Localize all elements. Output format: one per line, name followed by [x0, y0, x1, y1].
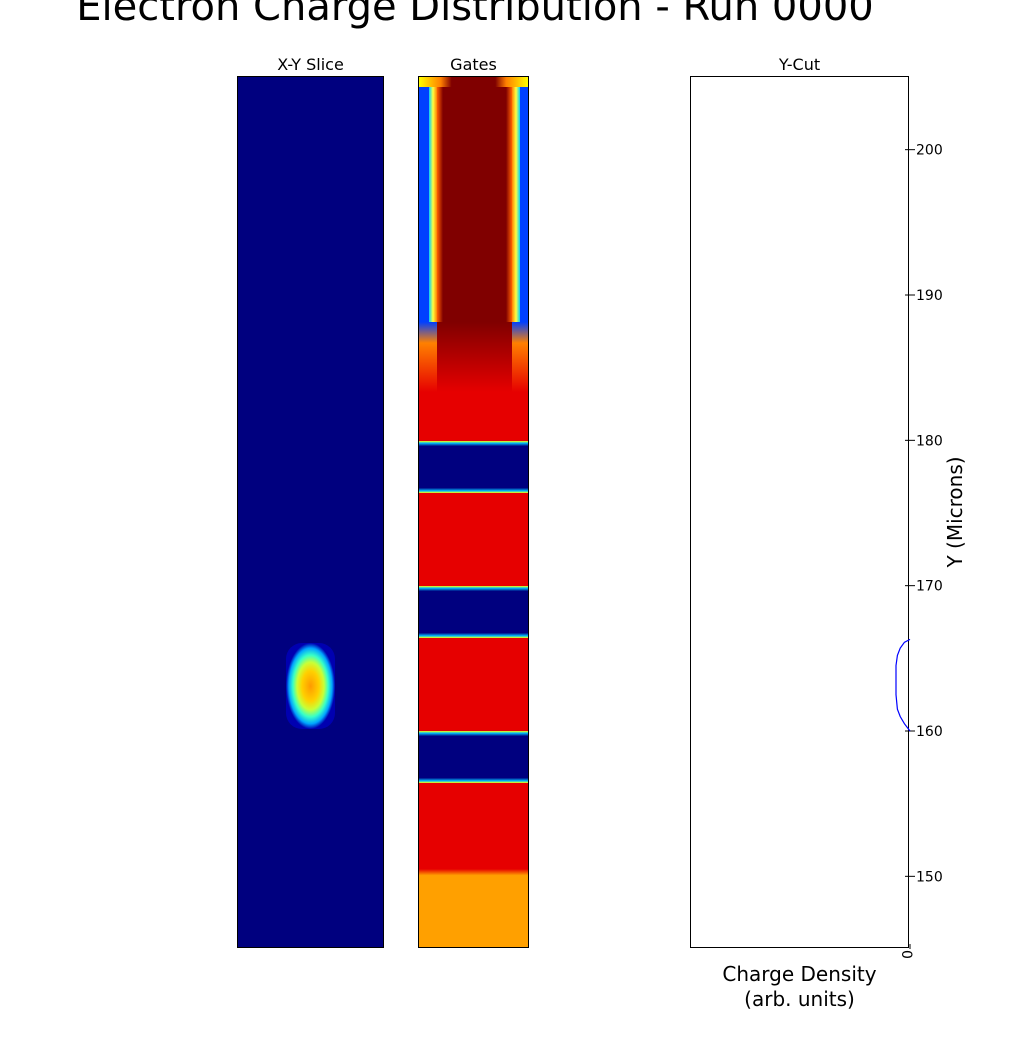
figure-title: Electron Charge Distribution - Run 0000 [76, 0, 874, 30]
ycut-svg: 150 160 170 180 190 200 [895, 143, 943, 949]
gate-top-right-edge [512, 77, 520, 327]
ycut-ytick-label: 180 [916, 433, 943, 449]
gate-shoulder [419, 322, 528, 392]
ycut-plot: 150 160 170 180 190 200 [690, 76, 943, 949]
ycut-ytick-label: 150 [916, 869, 943, 885]
ycut-xtick-zero: 0 [898, 950, 914, 959]
gate-blue-stripe-2 [419, 586, 528, 638]
gate-bottom-orange [419, 869, 528, 947]
xy-slice-heatmap [237, 76, 384, 948]
ycut-xlabel-line1: Charge Density [722, 962, 877, 986]
xy-slice-title: X-Y Slice [277, 55, 344, 74]
charge-blob [286, 643, 335, 729]
gate-blue-stripe-3 [419, 731, 528, 783]
gates-heatmap [418, 76, 529, 948]
ycut-curve [895, 638, 911, 732]
gate-top-left-edge [429, 77, 437, 327]
ycut-ytick-label: 190 [916, 288, 943, 304]
gate-top-cap [419, 77, 528, 87]
ycut-ytick-label: 160 [916, 724, 943, 740]
ycut-ylabel: Y (Microns) [943, 456, 967, 568]
gates-title: Gates [450, 55, 497, 74]
ycut-ytick-label: 170 [916, 579, 943, 595]
gate-shoulder-right [512, 322, 528, 392]
gate-blue-stripe-1 [419, 441, 528, 493]
ycut-ytick-label: 200 [916, 143, 943, 159]
ycut-xlabel-line2: (arb. units) [744, 987, 855, 1011]
ycut-title: Y-Cut [778, 55, 821, 74]
gate-shoulder-left [419, 322, 437, 392]
